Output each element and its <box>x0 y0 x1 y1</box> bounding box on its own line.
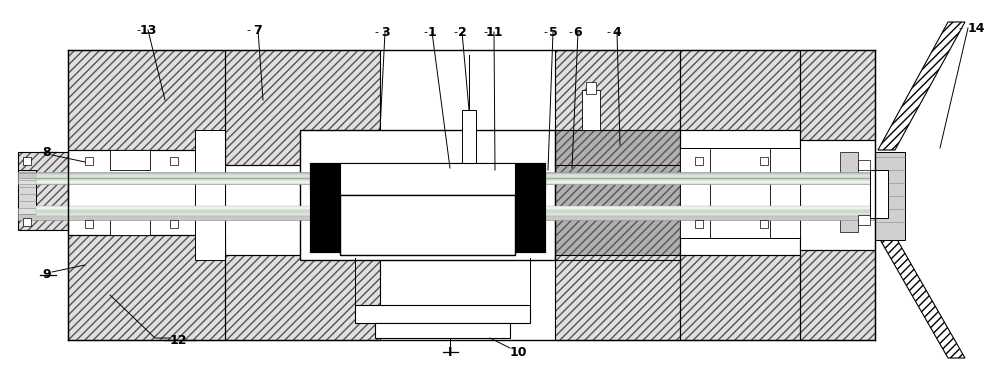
Bar <box>800 50 875 140</box>
Text: -: - <box>423 27 427 37</box>
Bar <box>582 90 600 130</box>
Bar <box>555 130 680 260</box>
Text: 5: 5 <box>549 26 557 38</box>
Bar <box>800 250 875 340</box>
Bar <box>225 255 380 340</box>
Bar <box>18 170 36 212</box>
Text: -: - <box>453 27 457 37</box>
Bar <box>310 163 340 252</box>
Bar <box>85 220 93 228</box>
Bar <box>225 50 380 165</box>
Bar <box>170 157 178 165</box>
Text: 1: 1 <box>428 26 436 38</box>
Bar <box>680 50 800 130</box>
Bar <box>800 250 875 340</box>
Text: 13: 13 <box>139 23 157 36</box>
Bar <box>555 255 680 340</box>
Bar <box>68 150 225 235</box>
Bar <box>875 152 905 240</box>
Bar <box>340 220 515 252</box>
Bar <box>36 174 875 178</box>
Bar <box>680 255 800 340</box>
Bar <box>18 152 68 230</box>
Text: 14: 14 <box>968 21 986 35</box>
Text: 9: 9 <box>43 268 51 282</box>
Bar <box>840 210 858 232</box>
Bar <box>462 110 476 165</box>
Bar <box>36 206 875 210</box>
Bar <box>340 163 515 195</box>
Bar <box>695 157 703 165</box>
Bar <box>195 130 225 260</box>
Text: -: - <box>483 27 487 37</box>
Bar <box>18 152 68 230</box>
Text: -: - <box>246 25 250 35</box>
Bar <box>760 157 768 165</box>
Bar <box>770 148 800 238</box>
Bar <box>23 218 31 226</box>
Text: -: - <box>543 27 547 37</box>
Bar <box>23 157 31 165</box>
Bar <box>225 255 380 340</box>
Bar <box>840 152 858 174</box>
Bar <box>680 50 800 130</box>
Bar <box>110 150 150 170</box>
Bar <box>760 220 768 228</box>
Text: 7: 7 <box>254 23 262 36</box>
Bar <box>18 214 875 220</box>
Bar <box>800 50 875 140</box>
Bar <box>870 170 888 218</box>
Text: 8: 8 <box>43 146 51 159</box>
Text: 2: 2 <box>458 26 466 38</box>
Bar <box>68 235 225 340</box>
Bar <box>110 218 150 235</box>
Bar <box>340 195 515 220</box>
Bar <box>68 50 225 150</box>
Bar <box>68 235 225 340</box>
Bar <box>586 82 596 94</box>
Bar <box>555 50 680 130</box>
Text: -: - <box>568 27 572 37</box>
Bar <box>800 140 875 250</box>
Bar <box>170 220 178 228</box>
Bar <box>340 195 515 255</box>
Bar <box>555 255 680 340</box>
Bar <box>555 130 680 260</box>
Bar <box>36 180 875 184</box>
Bar <box>355 305 530 323</box>
Bar <box>680 130 800 255</box>
Bar <box>18 208 875 214</box>
Bar <box>555 50 680 130</box>
Bar <box>680 148 710 238</box>
Text: -: - <box>606 27 610 37</box>
Bar <box>85 157 93 165</box>
Bar <box>858 215 870 225</box>
Text: 3: 3 <box>381 26 389 38</box>
Bar <box>310 220 545 252</box>
Bar <box>68 50 225 150</box>
Text: 4: 4 <box>613 26 621 38</box>
Bar <box>515 163 545 252</box>
Bar <box>225 165 380 255</box>
Text: 11: 11 <box>485 26 503 38</box>
Bar <box>36 212 875 216</box>
Text: -: - <box>374 27 378 37</box>
Bar <box>300 130 555 260</box>
Bar <box>18 178 875 184</box>
Text: 12: 12 <box>169 334 187 347</box>
Bar <box>858 160 870 170</box>
Bar <box>680 255 800 340</box>
Bar <box>375 323 510 338</box>
Text: -: - <box>136 25 140 35</box>
Bar <box>350 130 380 260</box>
Bar <box>310 163 545 195</box>
Bar <box>695 220 703 228</box>
Bar <box>225 50 380 165</box>
Text: 10: 10 <box>509 346 527 358</box>
Text: 6: 6 <box>574 26 582 38</box>
Bar <box>18 172 875 178</box>
Text: -: - <box>958 23 962 33</box>
Text: I: I <box>448 346 452 358</box>
